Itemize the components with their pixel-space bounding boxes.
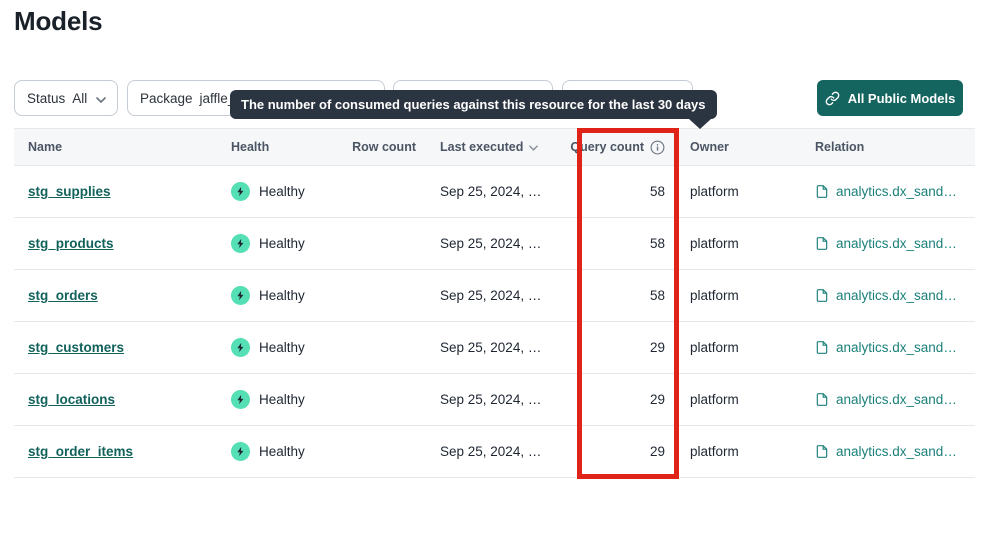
file-icon <box>815 444 829 459</box>
file-icon <box>815 288 829 303</box>
last-executed-value: Sep 25, 2024, … <box>440 184 542 199</box>
file-icon <box>815 236 829 251</box>
query-count-value: 58 <box>649 184 665 199</box>
model-link[interactable]: stg_supplies <box>28 184 111 199</box>
column-header-row-count: Row count <box>352 140 416 154</box>
query-count-header-label: Query count <box>570 140 644 154</box>
table-row: stg_products Healthy Sep 25, 2024, … 58 … <box>14 218 975 270</box>
relation-link[interactable]: analytics.dx_sand… <box>836 236 957 251</box>
models-table: Name Health Row count Last executed Quer… <box>14 128 975 478</box>
table-row: stg_customers Healthy Sep 25, 2024, … 29… <box>14 322 975 374</box>
last-executed-header-label: Last executed <box>440 140 524 154</box>
link-icon <box>825 91 840 106</box>
last-executed-value: Sep 25, 2024, … <box>440 392 542 407</box>
health-bolt-icon <box>231 390 250 409</box>
owner-value: platform <box>690 444 739 459</box>
owner-value: platform <box>690 340 739 355</box>
table-row: stg_supplies Healthy Sep 25, 2024, … 58 … <box>14 166 975 218</box>
sort-chevron-down-icon <box>529 140 539 154</box>
page-title: Models <box>14 6 103 36</box>
column-header-relation: Relation <box>815 140 865 154</box>
chevron-down-icon <box>96 91 107 106</box>
query-count-tooltip: The number of consumed queries against t… <box>230 90 717 129</box>
health-label: Healthy <box>259 236 305 251</box>
status-filter-dropdown[interactable]: Status All <box>14 80 118 116</box>
query-count-value: 29 <box>649 392 665 407</box>
health-bolt-icon <box>231 234 250 253</box>
owner-value: platform <box>690 288 739 303</box>
model-link[interactable]: stg_locations <box>28 392 116 407</box>
health-label: Healthy <box>259 340 305 355</box>
model-link[interactable]: stg_customers <box>28 340 125 355</box>
health-label: Healthy <box>259 392 305 407</box>
column-header-name: Name <box>28 140 63 154</box>
status-filter-value: All <box>72 90 88 106</box>
relation-link[interactable]: analytics.dx_sand… <box>836 444 957 459</box>
package-filter-label: Package <box>140 90 193 106</box>
query-count-value: 29 <box>649 444 665 459</box>
tooltip-text: The number of consumed queries against t… <box>241 97 706 112</box>
table-row: stg_order_items Healthy Sep 25, 2024, … … <box>14 426 975 478</box>
health-bolt-icon <box>231 182 250 201</box>
model-link[interactable]: stg_products <box>28 236 114 251</box>
health-bolt-icon <box>231 338 250 357</box>
column-header-owner: Owner <box>690 140 729 154</box>
model-link[interactable]: stg_orders <box>28 288 98 303</box>
table-header-row: Name Health Row count Last executed Quer… <box>14 128 975 166</box>
column-header-last-executed[interactable]: Last executed <box>420 140 570 154</box>
last-executed-value: Sep 25, 2024, … <box>440 288 542 303</box>
health-label: Healthy <box>259 184 305 199</box>
query-count-value: 58 <box>649 236 665 251</box>
health-label: Healthy <box>259 288 305 303</box>
tooltip-arrow <box>688 119 711 129</box>
query-count-value: 29 <box>649 340 665 355</box>
relation-link[interactable]: analytics.dx_sand… <box>836 392 957 407</box>
info-icon[interactable] <box>650 140 665 155</box>
table-row: stg_orders Healthy Sep 25, 2024, … 58 pl… <box>14 270 975 322</box>
owner-value: platform <box>690 236 739 251</box>
last-executed-value: Sep 25, 2024, … <box>440 340 542 355</box>
all-public-models-button[interactable]: All Public Models <box>817 80 963 116</box>
column-header-health: Health <box>231 140 270 154</box>
query-count-value: 58 <box>649 288 665 303</box>
last-executed-value: Sep 25, 2024, … <box>440 444 542 459</box>
relation-link[interactable]: analytics.dx_sand… <box>836 340 957 355</box>
health-bolt-icon <box>231 286 250 305</box>
relation-link[interactable]: analytics.dx_sand… <box>836 288 957 303</box>
table-row: stg_locations Healthy Sep 25, 2024, … 29… <box>14 374 975 426</box>
status-filter-label: Status <box>27 90 66 106</box>
all-public-models-label: All Public Models <box>847 90 956 106</box>
model-link[interactable]: stg_order_items <box>28 444 134 459</box>
file-icon <box>815 340 829 355</box>
owner-value: platform <box>690 184 739 199</box>
last-executed-value: Sep 25, 2024, … <box>440 236 542 251</box>
owner-value: platform <box>690 392 739 407</box>
package-filter-value: jaffle_ <box>199 90 236 106</box>
file-icon <box>815 184 829 199</box>
health-bolt-icon <box>231 442 250 461</box>
health-label: Healthy <box>259 444 305 459</box>
relation-link[interactable]: analytics.dx_sand… <box>836 184 957 199</box>
column-header-query-count: Query count <box>570 140 675 155</box>
file-icon <box>815 392 829 407</box>
